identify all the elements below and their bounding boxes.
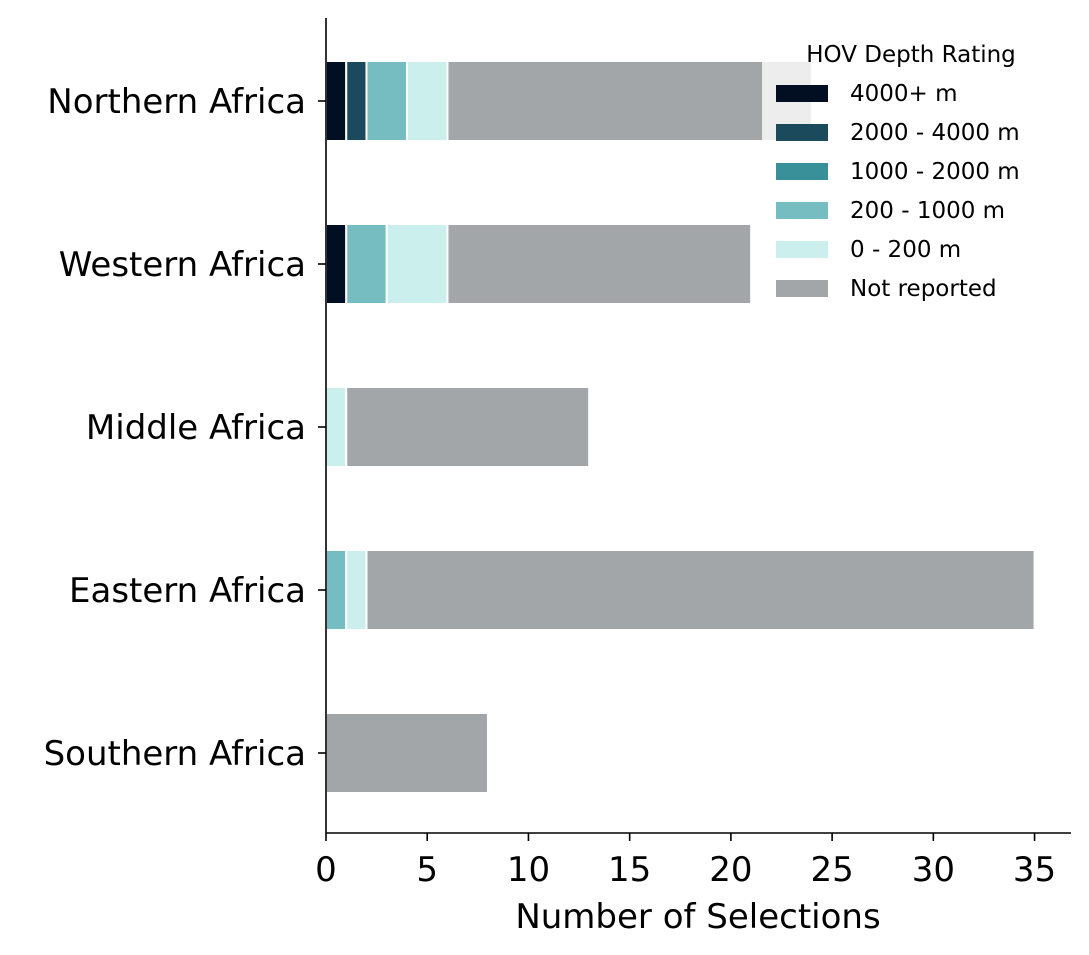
bar-segment xyxy=(385,223,449,305)
bar-segment xyxy=(365,549,1036,631)
bar-segment xyxy=(325,386,348,468)
bar-segment xyxy=(325,223,348,305)
legend-label: 0 - 200 m xyxy=(850,237,961,263)
y-ticks-layer: Northern Africa Western Africa Middle Afri… xyxy=(44,82,326,774)
y-tick-label: Western Africa xyxy=(59,245,306,285)
legend-items: 4000+ m 2000 - 4000 m 1000 - 2000 m 200 - 1… xyxy=(776,81,1020,302)
bar-segment xyxy=(345,549,368,631)
bar-segment xyxy=(345,223,388,305)
y-tick-label: Middle Africa xyxy=(86,408,306,448)
legend-title: HOV Depth Rating xyxy=(806,42,1016,68)
x-tick-label: 15 xyxy=(608,850,651,890)
legend-frame xyxy=(762,34,1062,314)
legend: HOV Depth Rating 4000+ m 2000 - 4000 m 100… xyxy=(762,34,1062,314)
legend-label: 4000+ m xyxy=(850,81,958,107)
x-ticks-layer: 0 5 10 15 20 25 30 35 xyxy=(315,833,1056,890)
legend-label: 1000 - 2000 m xyxy=(850,159,1020,185)
x-axis-label: Number of Selections xyxy=(515,897,880,937)
legend-swatch xyxy=(776,280,828,297)
y-tick-label: Southern Africa xyxy=(44,734,306,774)
bar-segment xyxy=(325,60,348,142)
x-tick-label: 30 xyxy=(912,850,955,890)
legend-label: 2000 - 4000 m xyxy=(850,120,1020,146)
y-tick-label: Eastern Africa xyxy=(69,571,306,611)
x-tick-label: 20 xyxy=(709,850,752,890)
x-tick-label: 35 xyxy=(1013,850,1056,890)
legend-swatch xyxy=(776,124,828,141)
legend-swatch xyxy=(776,241,828,258)
axes-layer xyxy=(325,18,1071,834)
bar-segment xyxy=(365,60,408,142)
bar-segment xyxy=(446,223,753,305)
legend-label: Not reported xyxy=(850,276,997,302)
legend-swatch xyxy=(776,163,828,180)
x-tick-label: 5 xyxy=(416,850,438,890)
bar-segment xyxy=(325,549,348,631)
x-tick-label: 10 xyxy=(507,850,550,890)
legend-swatch xyxy=(776,85,828,102)
bar-segment xyxy=(405,60,449,142)
bar-segment xyxy=(345,60,368,142)
bars-layer xyxy=(325,60,1036,794)
bar-segment xyxy=(325,712,489,794)
x-tick-label: 0 xyxy=(315,850,337,890)
y-tick-label: Northern Africa xyxy=(47,82,306,122)
x-tick-label: 25 xyxy=(810,850,853,890)
legend-swatch xyxy=(776,202,828,219)
legend-label: 200 - 1000 m xyxy=(850,198,1005,224)
bar-segment xyxy=(446,60,813,142)
bar-segment xyxy=(345,386,591,468)
